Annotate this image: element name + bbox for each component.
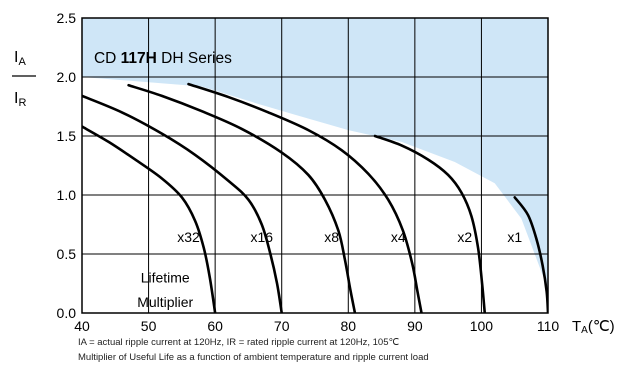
- y-axis-label-denominator: IR: [14, 90, 26, 109]
- series-label-x4: x4: [391, 229, 406, 245]
- curve-x4: [187, 82, 423, 313]
- series-label-x32: x32: [177, 229, 200, 245]
- x-tick-label-50: 50: [141, 318, 157, 334]
- y-tick-label-2.5: 2.5: [57, 10, 77, 26]
- x-tick-label-60: 60: [207, 318, 223, 334]
- x-tick-label-40: 40: [74, 318, 90, 334]
- x-tick-label-80: 80: [340, 318, 356, 334]
- y-tick-label-1.0: 1.0: [57, 187, 77, 203]
- grid-layer: [81, 17, 549, 314]
- y-tick-label-0.5: 0.5: [57, 246, 77, 262]
- curve-x8: [127, 83, 357, 313]
- shaded-region: [82, 18, 548, 290]
- series-label-x8: x8: [324, 229, 339, 245]
- y-tick-label-1.5: 1.5: [57, 128, 77, 144]
- x-tick-label-110: 110: [537, 318, 560, 334]
- plot-frame: [81, 17, 549, 314]
- footnote-ripple-definition: IA = actual ripple current at 120Hz, IR …: [78, 337, 400, 348]
- footnote-multiplier-description: Multiplier of Useful Life as a function …: [78, 352, 429, 363]
- lifetime-label: Lifetime: [141, 269, 190, 285]
- y-tick-label-2.0: 2.0: [57, 69, 77, 85]
- series-label-x1: x1: [507, 229, 522, 245]
- chart-title: CD 117H DH Series: [94, 50, 232, 67]
- y-axis-label-numerator: IA: [14, 49, 26, 68]
- x-tick-label-70: 70: [274, 318, 290, 334]
- series-label-x16: x16: [250, 229, 273, 245]
- x-tick-label-90: 90: [407, 318, 423, 334]
- shaded-region-layer: [82, 18, 548, 290]
- multiplier-label: Multiplier: [137, 294, 193, 310]
- x-axis-label: TA(℃): [572, 318, 615, 336]
- curve-layer: [82, 82, 548, 313]
- curve-x32: [82, 125, 217, 313]
- curve-x16: [82, 94, 284, 313]
- y-tick-label-0.0: 0.0: [57, 305, 77, 321]
- curve-x2: [373, 134, 487, 313]
- curve-x1: [513, 196, 548, 313]
- series-label-x2: x2: [457, 229, 472, 245]
- x-tick-label-100: 100: [470, 318, 494, 334]
- label-layer: x32 x16 x8 x4 x2 x1 CD 117H DH Series Lifetime M…: [12, 10, 615, 336]
